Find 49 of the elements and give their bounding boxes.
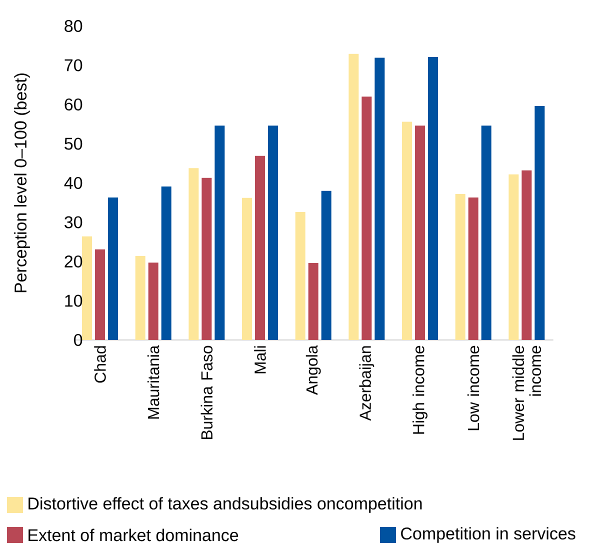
- bar: [321, 190, 332, 340]
- bar: [362, 96, 372, 340]
- bar: [135, 256, 146, 340]
- legend-label: Distortive effect of taxes andsubsidies oncompetition: [28, 497, 422, 513]
- x-tick-label: Lower middle income: [512, 346, 542, 440]
- bar: [348, 54, 359, 340]
- x-tick-label: Mali: [254, 346, 266, 374]
- bar: [202, 178, 212, 340]
- x-tick-label: Angola: [306, 345, 321, 395]
- bar: [415, 126, 425, 340]
- bar: [374, 58, 385, 340]
- bar: [468, 198, 478, 340]
- x-tick-label: Mauritania: [147, 345, 160, 419]
- bar: [268, 126, 278, 340]
- y-tick-label: 50: [64, 138, 82, 150]
- bar: [188, 168, 199, 340]
- bar: [161, 186, 172, 340]
- bar: [95, 249, 106, 340]
- bar: [522, 170, 532, 340]
- y-tick-label: 0: [74, 334, 82, 346]
- x-tick-label: Chad: [94, 346, 106, 383]
- bar: [148, 262, 158, 340]
- y-tick-label: 40: [64, 176, 82, 190]
- y-tick-label: 30: [64, 216, 82, 228]
- x-tick-label: Burkina Faso: [200, 346, 213, 440]
- bar: [455, 194, 466, 340]
- bar: [295, 212, 306, 340]
- bar: [108, 198, 118, 340]
- bar: [534, 106, 545, 340]
- x-tick-label: Low income: [467, 346, 480, 430]
- bar: [402, 122, 412, 340]
- y-tick-label: 60: [64, 98, 82, 111]
- x-tick-label: High income: [412, 346, 428, 434]
- y-tick-label: 20: [64, 255, 82, 268]
- bar: [308, 263, 318, 340]
- x-tick-label: Azerbaijan: [359, 346, 374, 421]
- bar: [428, 57, 438, 340]
- bar: [255, 156, 265, 340]
- y-tick-label: 10: [65, 294, 82, 307]
- y-tick-label: 70: [64, 59, 82, 72]
- bar: [82, 236, 92, 340]
- bar: [508, 174, 519, 340]
- bar: [242, 198, 252, 340]
- bar: [481, 126, 492, 340]
- y-axis-title: Perception level 0–100 (best): [14, 74, 30, 292]
- legend-label: Extent of market dominance: [28, 528, 238, 542]
- legend-label: Competition in services: [401, 527, 576, 543]
- y-tick-label: 80: [64, 20, 82, 32]
- bar: [214, 126, 225, 340]
